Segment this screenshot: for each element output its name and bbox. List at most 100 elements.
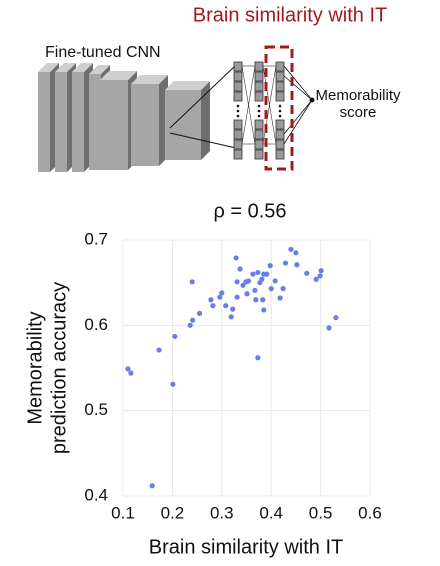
point [293,250,299,256]
unit [233,71,243,82]
block-top [131,75,168,84]
unit [275,81,285,92]
point [233,255,239,261]
unit [254,129,264,140]
unit [254,149,264,160]
x-axis-title: Brain similarity with IT [149,536,343,558]
ellipsis-dot [236,109,240,113]
point [219,290,225,296]
unit [233,119,243,130]
point [326,325,332,331]
y-axis-title: Memorability [24,311,46,424]
x-tick-label: 0.4 [259,503,283,522]
point [267,263,273,269]
highlight-box [264,45,294,171]
y-tick-label: 0.7 [84,229,108,248]
x-tick-label: 0.5 [309,503,333,522]
unit [275,71,285,82]
chart-title: ρ = 0.56 [213,200,286,222]
point [280,286,286,292]
output-label: Memorability [315,87,401,104]
y-tick-label: 0.4 [84,485,108,504]
block-top [89,65,110,74]
block-front [131,84,159,166]
point [304,270,310,276]
unit [254,81,264,92]
x-tick-label: 0.6 [358,503,382,522]
point [272,278,278,284]
point [244,291,250,297]
point [234,294,240,300]
unit [254,139,264,150]
network-label: Fine-tuned CNN [45,44,161,61]
block-side [201,81,210,160]
point [189,279,195,285]
block-front [165,90,201,160]
point [313,276,319,282]
point [317,273,323,279]
output-node [309,97,315,103]
point [250,271,256,277]
point [261,307,267,313]
point [170,381,176,387]
ellipsis-dot [236,114,240,118]
unit [254,119,264,130]
cnn-blocks [38,63,210,172]
y-axis-title: prediction accuracy [48,282,70,454]
unit [275,149,285,160]
unit [233,139,243,150]
unit [233,149,243,160]
point [196,310,203,316]
block-top [55,63,76,72]
unit [275,129,285,140]
point [255,269,261,276]
block-top [72,63,93,72]
unit [233,61,243,72]
unit [275,91,285,102]
point [260,297,266,303]
x-tick-label: 0.1 [111,503,135,522]
point [294,262,300,268]
unit [275,139,285,150]
block-front [100,80,128,170]
point [282,260,289,266]
block-top [38,63,59,72]
unit [233,81,243,92]
unit [254,71,264,82]
point [252,287,258,293]
point [208,297,214,303]
point [268,286,274,292]
unit [275,61,285,72]
ellipsis-dot [278,114,282,118]
block-front [89,74,101,170]
block-front [55,72,67,172]
point [237,266,243,272]
layers [169,61,313,160]
point [228,314,234,320]
point [149,483,155,489]
x-tick-label: 0.2 [161,503,185,522]
connector [283,99,313,145]
y-tick-label: 0.6 [84,315,108,334]
point [190,317,196,323]
point [234,279,240,285]
point [210,303,216,309]
connector [283,99,313,135]
point [172,333,178,340]
diagram-title: Brain similarity with IT [193,4,387,26]
unit [254,91,264,102]
block-front [38,72,50,172]
unit [275,119,285,130]
block-top [165,81,210,90]
point [288,246,294,252]
point [333,315,339,321]
output-label: score [340,104,377,121]
block-top [100,71,137,80]
block-front [72,72,84,172]
point [240,282,246,288]
connector [283,65,313,101]
ellipsis-dot [278,104,282,108]
point [255,355,261,361]
point [318,268,324,274]
